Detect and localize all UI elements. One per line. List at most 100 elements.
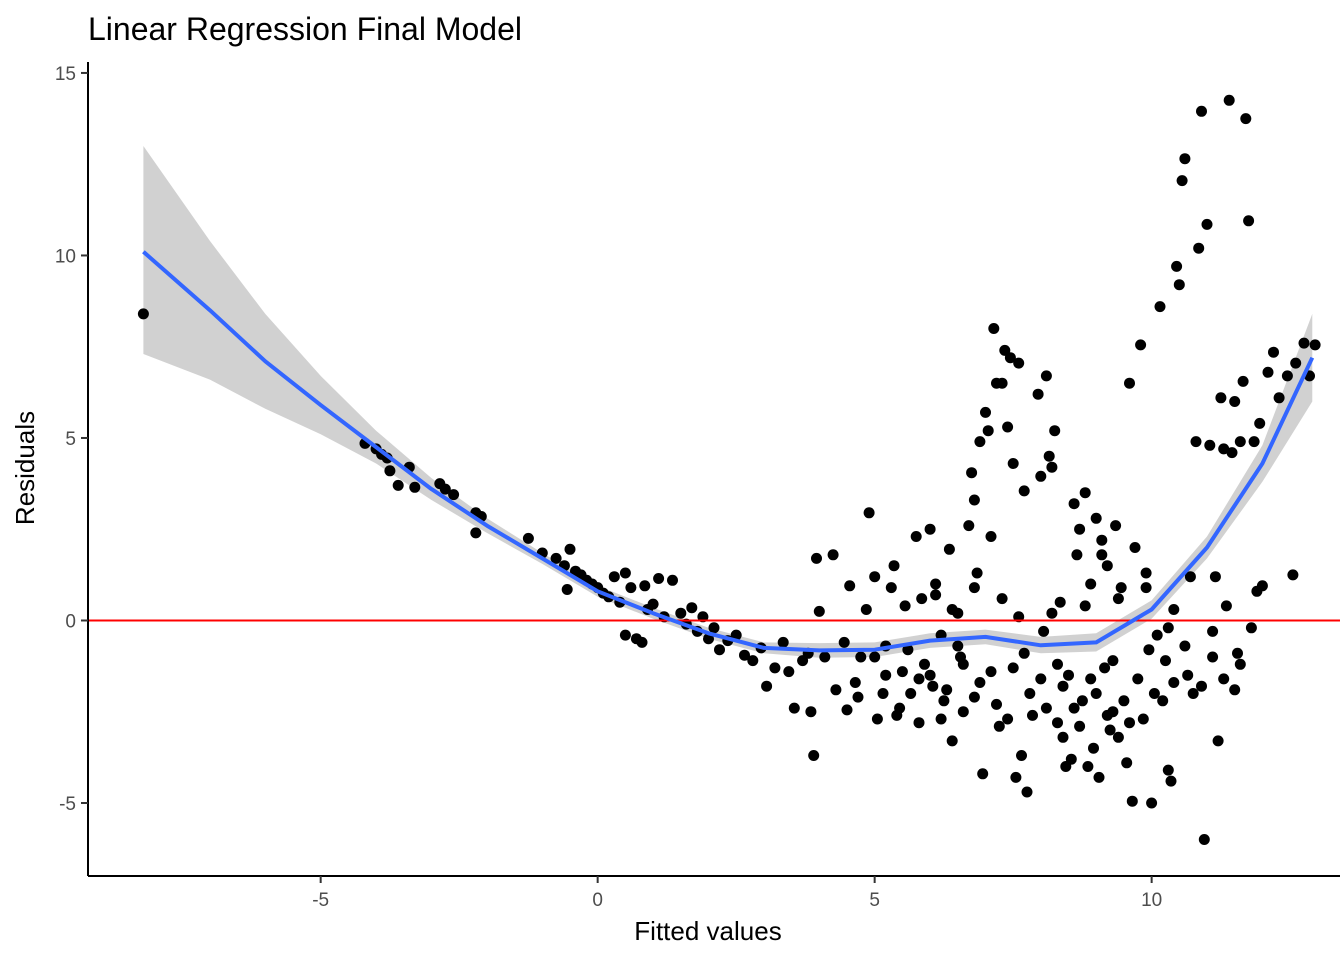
data-point <box>888 560 900 572</box>
data-point <box>1068 702 1080 714</box>
data-point <box>636 636 648 648</box>
data-point <box>653 573 665 584</box>
data-point <box>952 640 964 652</box>
data-point <box>968 691 980 703</box>
data-point <box>522 532 534 544</box>
data-point <box>788 702 800 714</box>
data-point <box>1007 662 1019 674</box>
y-tick-label: 5 <box>65 429 76 450</box>
data-point <box>971 567 983 579</box>
data-point <box>1132 673 1144 685</box>
data-point <box>1085 673 1097 685</box>
data-point <box>968 494 980 506</box>
data-point <box>1196 680 1207 692</box>
data-point <box>935 713 947 725</box>
data-point <box>1160 655 1171 667</box>
data-point <box>1165 775 1177 787</box>
x-tick-label: 10 <box>1141 890 1162 911</box>
data-point <box>1118 695 1130 707</box>
data-point <box>708 622 720 634</box>
data-point <box>1107 655 1119 667</box>
data-point <box>739 649 750 661</box>
data-point <box>1298 337 1310 349</box>
data-point <box>924 669 936 681</box>
data-point <box>1207 651 1219 663</box>
data-point <box>946 604 958 615</box>
data-point <box>470 527 482 539</box>
data-point <box>1154 301 1166 313</box>
data-point <box>996 593 1008 605</box>
data-point <box>1218 443 1230 455</box>
data-point <box>561 584 573 595</box>
data-point <box>1124 717 1135 729</box>
data-point <box>1196 105 1207 117</box>
data-point <box>1179 153 1191 165</box>
data-point <box>439 483 451 495</box>
data-point <box>1057 680 1069 692</box>
data-point <box>993 720 1005 732</box>
data-point <box>783 666 795 678</box>
data-point <box>639 580 651 592</box>
data-point <box>1234 436 1246 448</box>
data-point <box>1234 658 1246 670</box>
data-point <box>1135 339 1147 351</box>
data-point <box>1004 352 1016 364</box>
data-point <box>819 651 831 663</box>
data-point <box>980 406 991 418</box>
data-point <box>863 507 875 519</box>
data-point <box>714 644 725 656</box>
data-point <box>1121 757 1133 769</box>
data-point <box>885 582 897 594</box>
data-point <box>1187 688 1199 699</box>
y-axis-title: Residuals <box>10 411 40 525</box>
data-point <box>564 543 576 555</box>
data-point <box>1218 673 1230 685</box>
data-point <box>938 695 950 707</box>
data-point <box>905 688 917 699</box>
data-point <box>1204 439 1216 451</box>
data-point <box>1215 392 1227 404</box>
data-point <box>1071 549 1083 561</box>
data-point <box>1112 593 1124 605</box>
data-point <box>1243 215 1255 227</box>
data-point <box>852 691 864 703</box>
data-point <box>891 709 903 721</box>
data-point <box>769 662 781 674</box>
data-point <box>1140 582 1152 594</box>
data-point <box>838 636 850 648</box>
data-point <box>1226 447 1238 459</box>
data-point <box>946 735 958 747</box>
data-point <box>1090 688 1102 699</box>
data-point <box>1157 695 1169 707</box>
data-point <box>1182 669 1194 681</box>
data-point <box>1104 724 1116 736</box>
data-point <box>977 768 989 780</box>
data-point <box>1232 647 1243 659</box>
data-point <box>667 574 678 586</box>
data-point <box>966 467 978 479</box>
data-point <box>957 658 969 670</box>
data-point <box>1040 702 1052 714</box>
data-point <box>844 580 856 592</box>
data-point <box>1021 786 1033 798</box>
data-point <box>963 520 975 532</box>
data-point <box>1088 742 1099 754</box>
data-point <box>910 531 922 542</box>
data-point <box>1040 370 1052 382</box>
smooth-fit-line <box>142 250 1315 653</box>
data-point <box>827 549 839 561</box>
data-point <box>919 658 930 670</box>
data-point <box>1309 339 1321 351</box>
data-point <box>1140 567 1152 579</box>
data-point <box>1093 771 1105 783</box>
data-point <box>608 571 620 583</box>
data-point <box>1248 436 1260 448</box>
plot-area <box>88 94 1340 845</box>
data-point <box>943 543 955 555</box>
y-tick-label: 0 <box>65 611 76 632</box>
data-point <box>1099 662 1111 674</box>
data-point <box>1002 421 1014 433</box>
data-point <box>924 523 936 535</box>
data-point <box>1096 534 1108 546</box>
data-point <box>1057 731 1069 743</box>
